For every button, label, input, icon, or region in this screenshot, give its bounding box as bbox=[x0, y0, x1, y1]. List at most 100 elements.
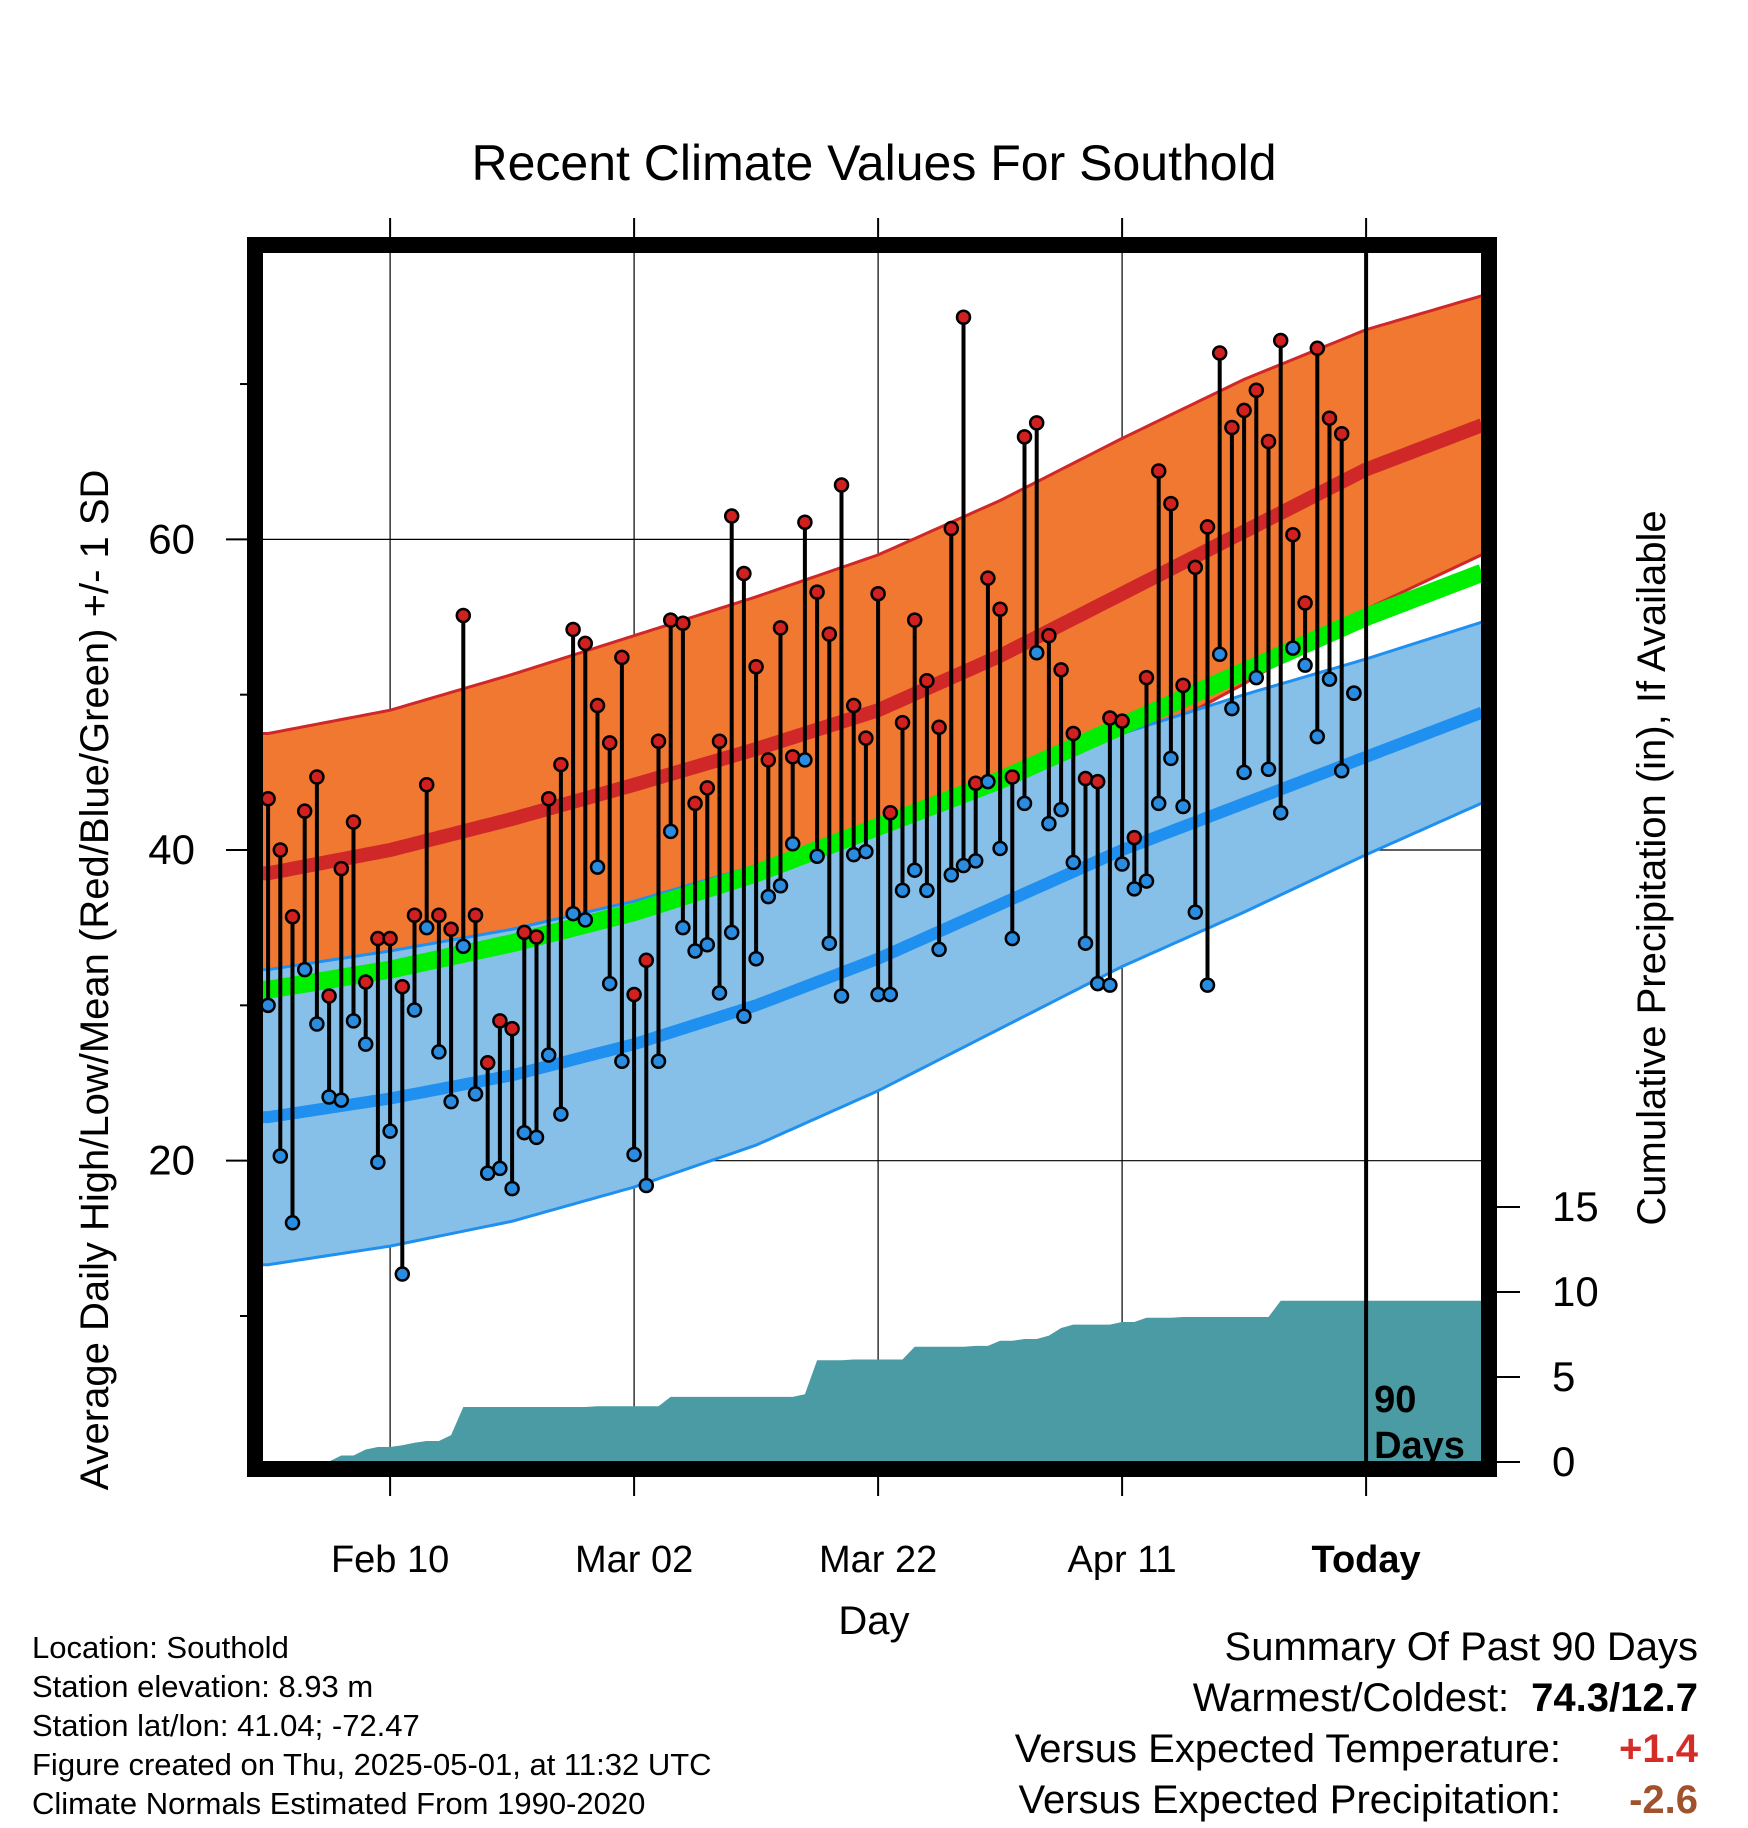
daily-high-point bbox=[443, 921, 459, 937]
daily-high-point bbox=[931, 719, 947, 736]
daily-high-point bbox=[870, 585, 886, 602]
daily-low-point bbox=[1248, 669, 1265, 686]
daily-low-point bbox=[1102, 977, 1118, 993]
precip-area bbox=[284, 1300, 1482, 1462]
daily-high-point bbox=[1089, 773, 1106, 790]
daily-high-point bbox=[894, 714, 911, 731]
daily-low-point bbox=[1236, 764, 1252, 781]
daily-low-point bbox=[528, 1129, 545, 1146]
daily-low-point bbox=[992, 840, 1008, 857]
daily-high-point bbox=[736, 565, 752, 582]
daily-high-point bbox=[577, 635, 594, 652]
daily-high-point bbox=[797, 514, 813, 531]
daily-low-point bbox=[1004, 930, 1021, 947]
daily-low-point bbox=[1321, 671, 1338, 687]
daily-low-point bbox=[345, 1013, 362, 1029]
daily-high-point bbox=[662, 612, 679, 628]
y2-axis-label: Cumulative Precipitation (in), If Availa… bbox=[1630, 510, 1674, 1225]
normal-low-band bbox=[262, 622, 1482, 1265]
daily-high-point bbox=[406, 907, 423, 923]
daily-high-point bbox=[906, 612, 923, 628]
daily-low-point bbox=[467, 1086, 484, 1102]
daily-low-point bbox=[1138, 873, 1155, 889]
y-tick-label: 20 bbox=[148, 1137, 195, 1184]
daily-high-point bbox=[1077, 770, 1094, 787]
daily-low-point bbox=[394, 1266, 411, 1282]
daily-low-point bbox=[687, 943, 703, 959]
daily-high-point bbox=[1297, 595, 1313, 611]
location-text: Location: Southold bbox=[32, 1630, 289, 1665]
daily-low-point bbox=[1187, 904, 1204, 920]
daily-low-point bbox=[589, 859, 606, 875]
daily-high-point bbox=[345, 814, 362, 830]
normal-low-line bbox=[262, 706, 1482, 1124]
daily-low-point bbox=[699, 937, 716, 953]
daily-high-point bbox=[943, 520, 960, 537]
daily-low-point bbox=[723, 924, 740, 941]
daily-low-point bbox=[577, 912, 594, 928]
daily-low-point bbox=[504, 1180, 520, 1197]
daily-low-point bbox=[614, 1053, 630, 1070]
daily-low-point bbox=[370, 1154, 386, 1170]
daily-high-point bbox=[431, 907, 447, 923]
daily-high-point bbox=[1114, 713, 1130, 729]
daily-low-point bbox=[626, 1146, 642, 1163]
created-text: Figure created on Thu, 2025-05-01, at 11… bbox=[32, 1747, 712, 1782]
x-tick-label: Feb 10 bbox=[331, 1539, 449, 1581]
daily-high-point bbox=[955, 309, 972, 325]
daily-high-point bbox=[784, 749, 801, 765]
temp-anomaly-value: +1.4 bbox=[1619, 1727, 1698, 1771]
summary-title: Summary Of Past 90 Days bbox=[1224, 1625, 1698, 1669]
daily-low-point bbox=[1211, 646, 1228, 663]
daily-high-point bbox=[1150, 463, 1167, 479]
daily-low-point bbox=[1126, 881, 1143, 897]
daily-low-point bbox=[357, 1036, 374, 1052]
daily-low-point bbox=[565, 905, 581, 922]
daily-low-point bbox=[1089, 975, 1106, 992]
x-tick-label: Today bbox=[1312, 1539, 1421, 1581]
daily-low-point bbox=[540, 1047, 557, 1063]
daily-high-point bbox=[1224, 419, 1240, 436]
daily-high-point bbox=[504, 1020, 520, 1037]
daily-high-point bbox=[321, 988, 337, 1004]
x-tick-label: Mar 22 bbox=[819, 1539, 937, 1581]
daily-low-point bbox=[553, 1106, 569, 1122]
daily-high-point bbox=[1333, 425, 1350, 442]
daily-low-point bbox=[1028, 644, 1045, 661]
precip-anomaly-value: -2.6 bbox=[1629, 1778, 1698, 1822]
temp-anomaly-label: Versus Expected Temperature: bbox=[1014, 1727, 1561, 1771]
daily-low-point bbox=[272, 1148, 289, 1164]
daily-low-point bbox=[748, 950, 764, 967]
daily-low-point bbox=[736, 1008, 752, 1024]
y2-tick-label: 10 bbox=[1552, 1268, 1599, 1315]
daily-low-point bbox=[845, 846, 862, 863]
daily-low-point bbox=[406, 1002, 423, 1018]
daily-high-point bbox=[272, 842, 289, 858]
daily-high-point bbox=[309, 769, 325, 785]
daily-low-point bbox=[1199, 977, 1216, 993]
daily-high-point bbox=[1211, 345, 1228, 361]
daily-low-point bbox=[1333, 763, 1350, 779]
daily-low-point bbox=[675, 919, 691, 936]
daily-high-point bbox=[565, 621, 581, 638]
precip-anomaly-label: Versus Expected Precipitation: bbox=[1018, 1778, 1561, 1822]
daily-high-point bbox=[394, 978, 411, 995]
daily-low-point bbox=[1163, 750, 1179, 767]
daily-high-point bbox=[455, 607, 472, 624]
daily-high-point bbox=[553, 756, 569, 773]
daily-low-point bbox=[760, 888, 777, 905]
daily-high-point bbox=[821, 626, 838, 642]
daily-low-point bbox=[382, 1123, 398, 1139]
daily-high-point bbox=[418, 777, 435, 793]
x-tick-label: Mar 02 bbox=[575, 1539, 693, 1581]
daily-low-point bbox=[1065, 854, 1082, 871]
daily-high-point bbox=[711, 733, 728, 750]
daily-high-point bbox=[919, 672, 935, 689]
y-tick-label: 40 bbox=[148, 826, 195, 873]
daily-low-point bbox=[1260, 761, 1277, 777]
daily-low-point bbox=[321, 1089, 337, 1105]
daily-high-point bbox=[528, 929, 545, 945]
daily-low-point bbox=[919, 882, 935, 899]
daily-low-point bbox=[1077, 935, 1094, 951]
